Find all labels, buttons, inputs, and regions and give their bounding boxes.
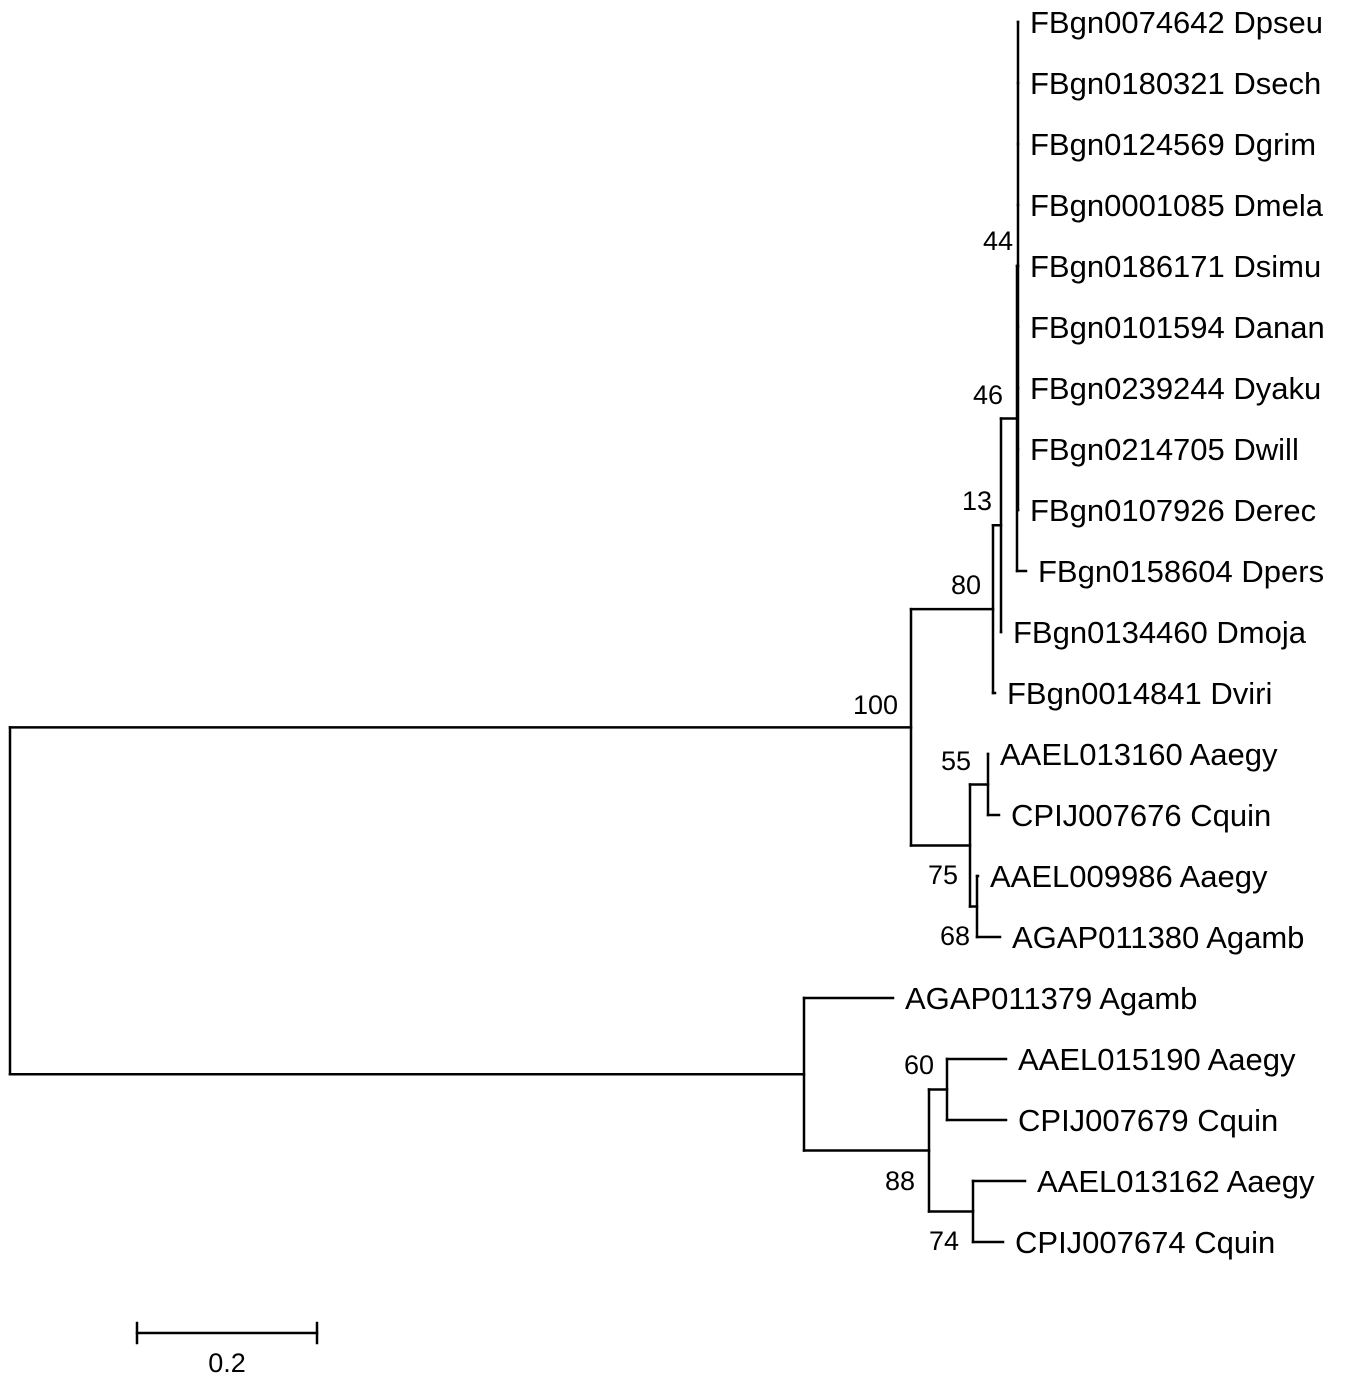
leaf-label-dpers: FBgn0158604 Dpers bbox=[1038, 554, 1324, 589]
leaf-label-dmoja: FBgn0134460 Dmoja bbox=[1013, 615, 1307, 650]
leaf-label-aael013162: AAEL013162 Aaegy bbox=[1037, 1164, 1315, 1199]
bootstrap-n100: 100 bbox=[853, 690, 898, 720]
bootstrap-n55: 55 bbox=[941, 746, 971, 776]
leaf-label-cpij007679: CPIJ007679 Cquin bbox=[1018, 1103, 1278, 1138]
scale-bar-label: 0.2 bbox=[208, 1348, 246, 1378]
leaf-label-dsimu: FBgn0186171 Dsimu bbox=[1030, 249, 1321, 284]
bootstrap-n68: 68 bbox=[940, 921, 970, 951]
leaf-label-aael009986: AAEL009986 Aaegy bbox=[990, 859, 1268, 894]
bootstrap-n60: 60 bbox=[904, 1050, 934, 1080]
bootstrap-n44: 44 bbox=[983, 226, 1013, 256]
leaf-label-agap011380: AGAP011380 Agamb bbox=[1012, 920, 1304, 955]
bootstrap-n88: 88 bbox=[885, 1166, 915, 1196]
leaf-label-dpseu: FBgn0074642 Dpseu bbox=[1030, 5, 1323, 40]
leaf-label-dgrim: FBgn0124569 Dgrim bbox=[1030, 127, 1316, 162]
leaf-label-danan: FBgn0101594 Danan bbox=[1030, 310, 1325, 345]
bootstrap-n80: 80 bbox=[951, 570, 981, 600]
bootstrap-n75: 75 bbox=[928, 860, 958, 890]
bootstrap-n74: 74 bbox=[929, 1226, 959, 1256]
leaf-label-dwill: FBgn0214705 Dwill bbox=[1030, 432, 1299, 467]
leaf-label-dmela: FBgn0001085 Dmela bbox=[1030, 188, 1324, 223]
leaf-label-dyaku: FBgn0239244 Dyaku bbox=[1030, 371, 1321, 406]
leaf-label-dsech: FBgn0180321 Dsech bbox=[1030, 66, 1321, 101]
leaf-label-dviri: FBgn0014841 Dviri bbox=[1007, 676, 1272, 711]
scale-bar: 0.2 bbox=[137, 1323, 317, 1378]
leaf-labels: FBgn0074642 Dpseu FBgn0180321 Dsech FBgn01… bbox=[905, 5, 1325, 1260]
tree-branches bbox=[10, 22, 1026, 1242]
leaf-label-derec: FBgn0107926 Derec bbox=[1030, 493, 1316, 528]
bootstrap-n13: 13 bbox=[962, 486, 992, 516]
bootstrap-labels: 44 46 13 80 100 55 75 68 60 88 74 bbox=[853, 226, 1013, 1256]
leaf-label-cpij007674: CPIJ007674 Cquin bbox=[1015, 1225, 1275, 1260]
leaf-label-aael013160: AAEL013160 Aaegy bbox=[1000, 737, 1278, 772]
leaf-label-cpij007676: CPIJ007676 Cquin bbox=[1011, 798, 1271, 833]
leaf-label-agap011379: AGAP011379 Agamb bbox=[905, 981, 1197, 1016]
bootstrap-n46: 46 bbox=[973, 380, 1003, 410]
leaf-label-aael015190: AAEL015190 Aaegy bbox=[1018, 1042, 1296, 1077]
